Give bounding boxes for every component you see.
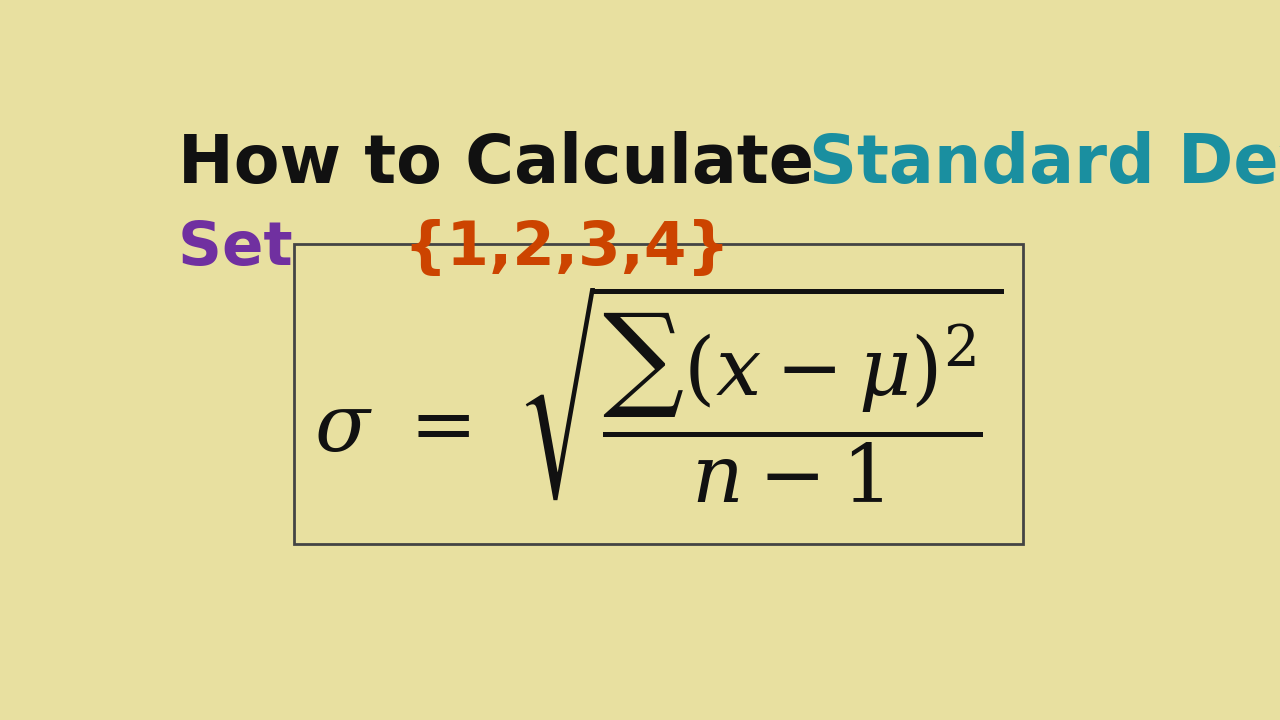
Text: $\sigma\ =\ \sqrt{\dfrac{\sum(x-\mu)^{2}}{n-1}}$: $\sigma\ =\ \sqrt{\dfrac{\sum(x-\mu)^{2}…: [314, 283, 1004, 505]
FancyBboxPatch shape: [294, 244, 1023, 544]
Text: How to Calculate: How to Calculate: [178, 131, 837, 197]
Text: Set: Set: [178, 220, 314, 279]
Text: Standard Deviation: Standard Deviation: [809, 131, 1280, 197]
Text: {1,2,3,4}: {1,2,3,4}: [403, 220, 730, 279]
